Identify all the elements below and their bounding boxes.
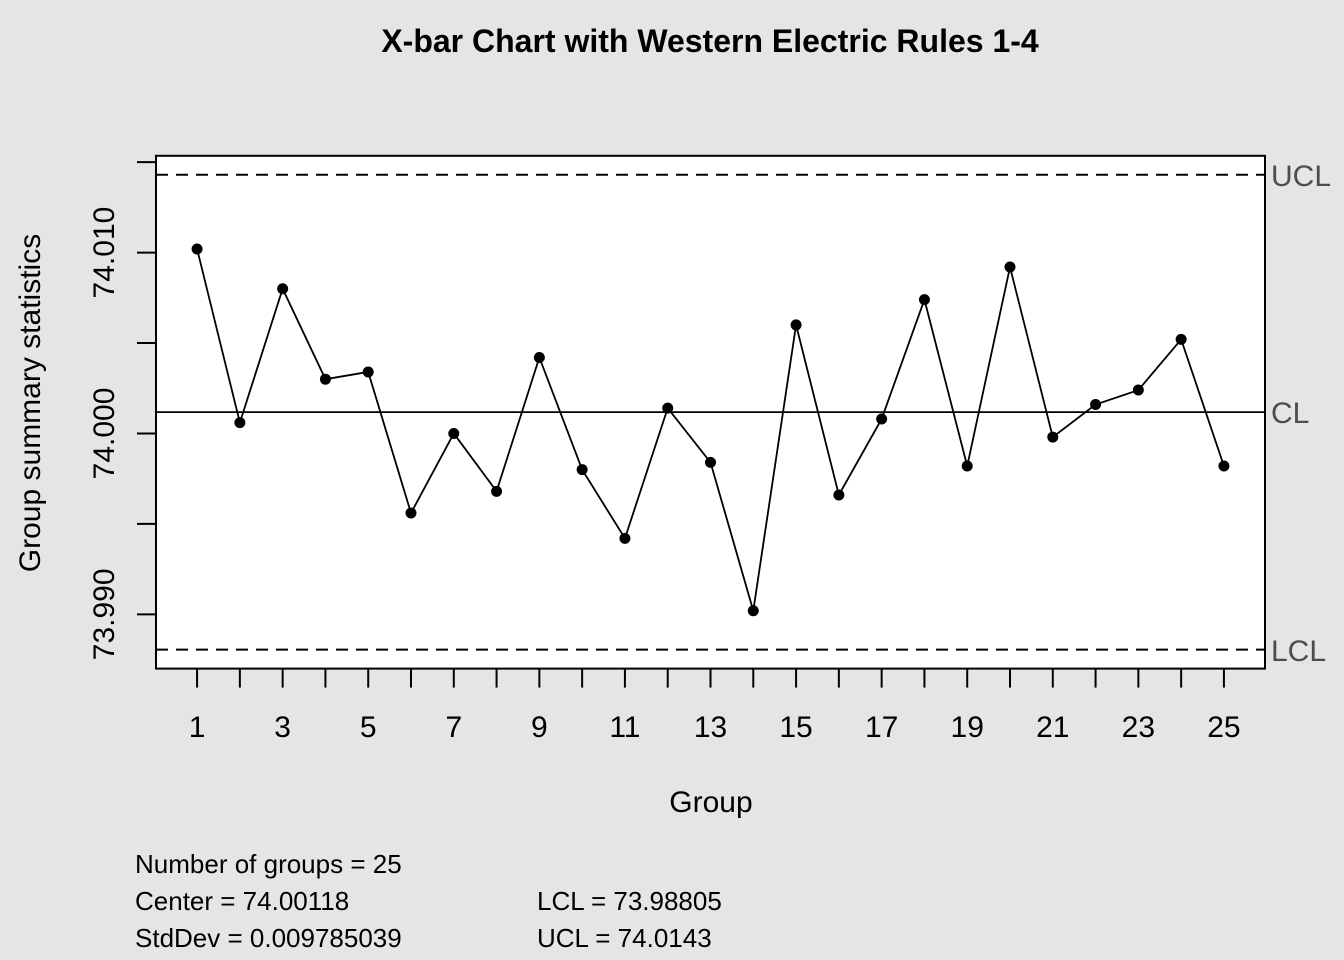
data-point <box>533 351 545 363</box>
x-tick-label: 11 <box>609 711 640 744</box>
data-point <box>448 427 460 439</box>
stat-center: Center = 74.00118 <box>135 886 349 916</box>
x-tick-label: 23 <box>1122 711 1155 744</box>
data-point <box>491 485 503 497</box>
y-tick-label: 74.000 <box>88 388 121 480</box>
data-point <box>234 417 246 429</box>
data-point <box>662 402 674 414</box>
data-point <box>319 373 331 385</box>
x-axis: 1 3 5 7 9 11 13 15 17 19 21 23 25 <box>189 668 1241 744</box>
data-point <box>961 460 973 472</box>
data-point <box>747 605 759 617</box>
x-tick-label: 7 <box>445 711 462 744</box>
x-tick-label: 3 <box>274 711 291 744</box>
data-point <box>876 413 888 425</box>
x-tick-label: 25 <box>1207 711 1240 744</box>
x-tick-label: 9 <box>531 711 548 744</box>
data-point <box>1175 333 1187 345</box>
data-point <box>1047 431 1059 443</box>
stat-ucl: UCL = 74.0143 <box>537 923 712 953</box>
data-point <box>1132 384 1144 396</box>
x-tick-label: 1 <box>189 711 206 744</box>
x-tick-label: 13 <box>694 711 727 744</box>
lcl-label: LCL <box>1271 635 1326 668</box>
x-axis-title: Group <box>669 786 752 819</box>
x-tick-label: 19 <box>951 711 984 744</box>
plot-frame-border <box>155 154 1266 670</box>
y-tick-label: 74.010 <box>88 207 121 299</box>
x-tick-label: 17 <box>865 711 898 744</box>
data-point <box>277 283 289 295</box>
x-tick-label: 5 <box>360 711 377 744</box>
ucl-label: UCL <box>1271 160 1331 193</box>
data-point <box>790 319 802 331</box>
data-point <box>619 532 631 544</box>
data-point <box>405 507 417 519</box>
data-point <box>918 294 930 306</box>
stat-number-of-groups: Number of groups = 25 <box>135 849 402 879</box>
data-point <box>1218 460 1230 472</box>
x-tick-label: 21 <box>1036 711 1069 744</box>
y-axis-title: Group summary statistics <box>14 234 47 572</box>
cl-label: CL <box>1271 397 1309 430</box>
data-point <box>362 366 374 378</box>
data-point <box>833 489 845 501</box>
y-axis: 73.990 74.000 74.010 <box>88 161 156 660</box>
y-tick-label: 73.990 <box>88 568 121 660</box>
data-series <box>191 243 1230 617</box>
chart-title: X-bar Chart with Western Electric Rules … <box>381 23 1039 59</box>
control-limit-lines <box>156 173 1265 651</box>
data-point <box>1004 261 1016 273</box>
data-point <box>705 456 716 468</box>
stat-lcl: LCL = 73.98805 <box>537 886 722 916</box>
data-point <box>576 464 588 476</box>
data-point <box>191 243 203 255</box>
data-point <box>1090 399 1102 411</box>
x-tick-label: 15 <box>779 711 812 744</box>
stat-stddev: StdDev = 0.009785039 <box>135 923 402 953</box>
